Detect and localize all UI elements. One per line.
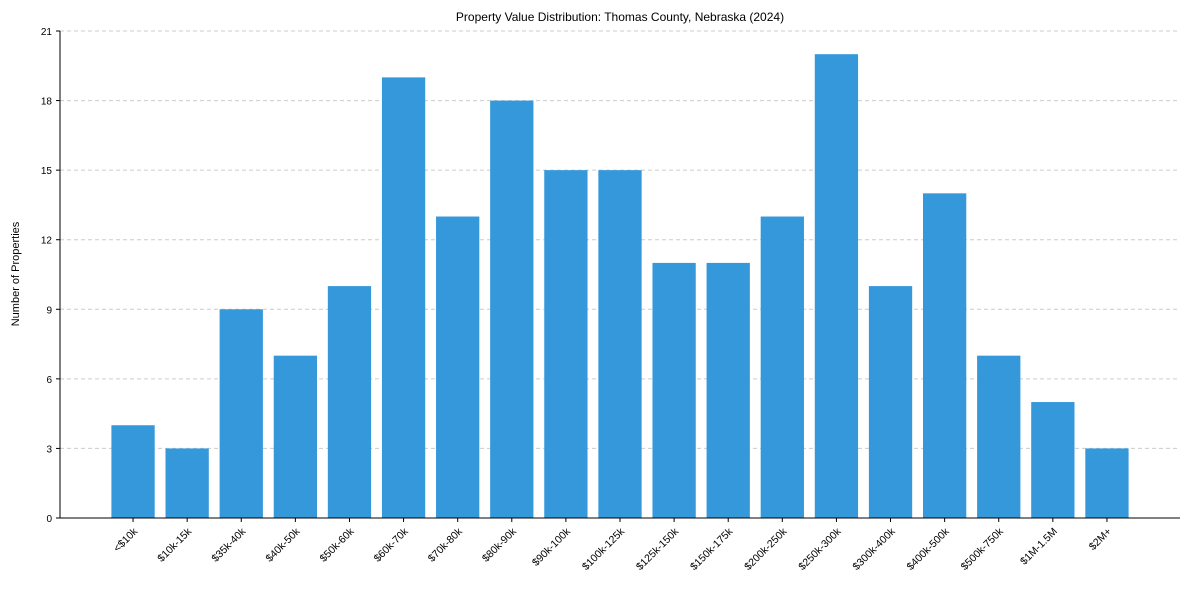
x-tick-label: $60k-70k (372, 525, 412, 565)
bar (652, 262, 696, 518)
y-tick-label: 18 (41, 97, 53, 108)
bar (490, 100, 534, 519)
bar (165, 448, 209, 518)
y-tick-label: 21 (41, 27, 53, 38)
y-tick-label: 0 (46, 514, 52, 525)
x-tick-label: $50k-60k (318, 525, 358, 565)
bar (219, 309, 263, 518)
bar (381, 77, 426, 518)
x-tick-label: $400k-500k (904, 525, 952, 573)
x-tick-label: $90k-100k (530, 525, 574, 569)
bar (814, 54, 859, 518)
bar (868, 286, 913, 518)
chart-title: Property Value Distribution: Thomas Coun… (456, 10, 784, 24)
x-tick-label: $300k-400k (850, 525, 898, 573)
bar (273, 355, 318, 518)
x-tick-label: $150k-175k (688, 525, 736, 573)
x-tick-label: $200k-250k (742, 525, 790, 573)
x-tick-label: $40k-50k (263, 525, 303, 565)
bar (111, 425, 155, 518)
x-tick-label: $10k-15k (155, 525, 195, 565)
y-tick-label: 3 (46, 444, 52, 455)
bar (598, 170, 642, 518)
y-tick-label: 12 (41, 236, 53, 247)
y-axis-label: Number of Properties (10, 221, 22, 326)
x-tick-label: <$10k (111, 525, 140, 554)
x-tick-label: $80k-90k (480, 525, 520, 565)
bar (760, 216, 804, 518)
bar (922, 193, 967, 519)
x-tick-label: $35k-40k (209, 525, 249, 565)
x-tick-label: $250k-300k (796, 525, 844, 573)
x-tick-label: $2M+ (1087, 526, 1114, 553)
y-tick-label: 6 (46, 375, 52, 386)
bar (327, 286, 372, 518)
y-tick-label: 15 (41, 166, 53, 177)
bar (436, 216, 480, 518)
y-tick-label: 9 (46, 305, 52, 316)
bar (544, 170, 588, 518)
bar (706, 262, 750, 518)
bar (1031, 402, 1075, 518)
x-tick-label: $125k-150k (634, 525, 682, 573)
x-tick-label: $70k-80k (426, 525, 466, 565)
x-tick-label: $500k-750k (959, 525, 1007, 573)
bar (977, 355, 1021, 518)
x-tick-label: $1M-1.5M (1018, 526, 1060, 568)
bar (1085, 448, 1129, 518)
x-tick-label: $100k-125k (580, 525, 628, 573)
